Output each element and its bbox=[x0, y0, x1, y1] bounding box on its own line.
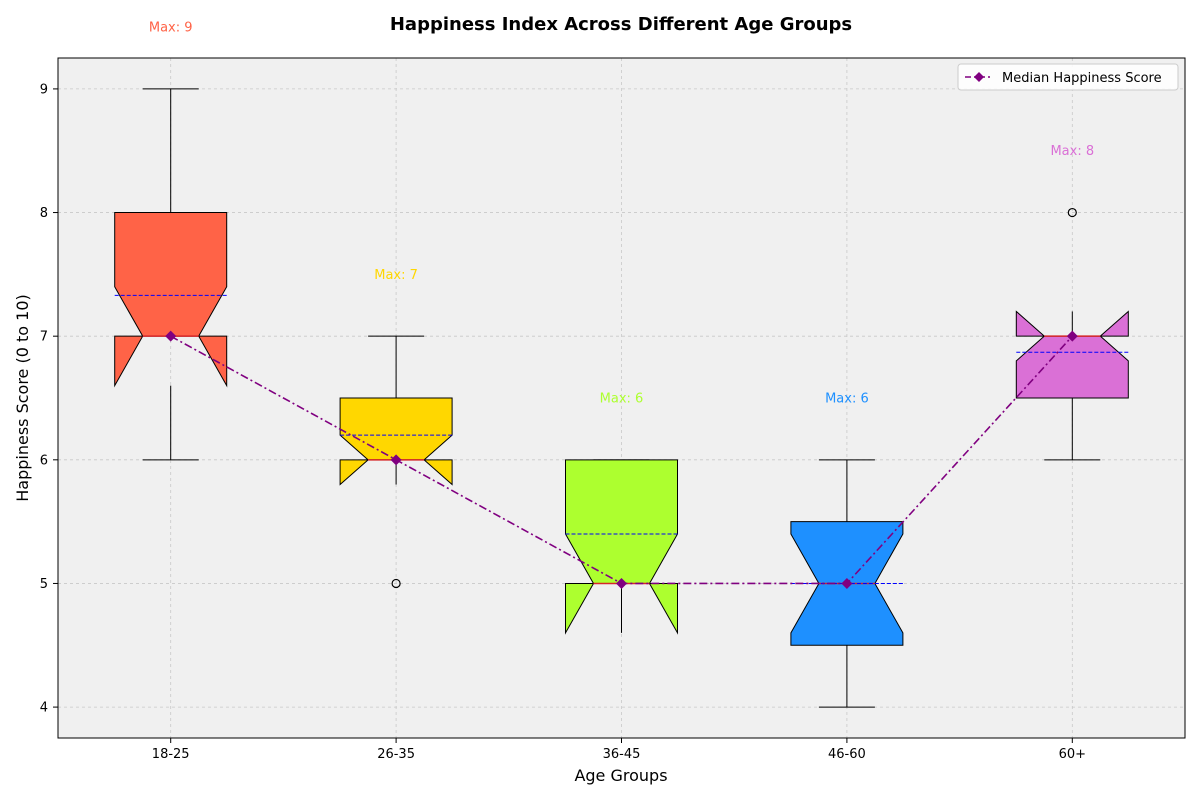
max-label-46-60: Max: 6 bbox=[825, 392, 869, 407]
max-labels: Max: 9 Max: 7 Max: 6 Max: 6 Max: 8 bbox=[149, 21, 1094, 407]
legend: Median Happiness Score bbox=[957, 63, 1179, 91]
x-tick-label: 46-60 bbox=[828, 747, 866, 762]
box-60+ bbox=[1015, 207, 1129, 461]
y-tick-label: 8 bbox=[40, 206, 48, 221]
y-tick-label: 5 bbox=[40, 577, 48, 592]
legend-entry-median: Median Happiness Score bbox=[1002, 71, 1162, 86]
box-36-45 bbox=[565, 459, 678, 635]
median-series-point bbox=[841, 577, 853, 589]
x-tick-label: 18-25 bbox=[152, 747, 190, 762]
max-label-60+: Max: 8 bbox=[1050, 144, 1094, 159]
x-tick-label: 60+ bbox=[1059, 747, 1086, 762]
y-tick-label: 9 bbox=[40, 82, 48, 97]
max-label-18-25: Max: 9 bbox=[149, 21, 193, 36]
median-series-point bbox=[165, 330, 177, 342]
y-axis-ticks: 4 5 6 7 8 9 bbox=[40, 82, 58, 716]
box-18-25 bbox=[114, 88, 228, 461]
x-tick-label: 26-35 bbox=[377, 747, 415, 762]
y-axis-label: Happiness Score (0 to 10) bbox=[13, 294, 32, 502]
median-series-point bbox=[1066, 330, 1078, 342]
outlier-point bbox=[1067, 207, 1077, 218]
boxes bbox=[114, 88, 1129, 708]
chart-title: Happiness Index Across Different Age Gro… bbox=[390, 14, 852, 35]
median-series-point bbox=[390, 454, 402, 466]
median-series-point bbox=[616, 577, 627, 589]
y-tick-label: 6 bbox=[40, 453, 48, 468]
box-body bbox=[339, 397, 453, 486]
x-axis-ticks: 18-25 26-35 36-45 46-60 60+ bbox=[152, 738, 1086, 762]
y-tick-label: 4 bbox=[40, 701, 48, 716]
x-tick-label: 36-45 bbox=[603, 747, 641, 762]
box-body bbox=[114, 212, 228, 388]
outlier-point bbox=[391, 578, 401, 589]
box-body bbox=[565, 459, 678, 635]
legend-box bbox=[957, 63, 1179, 91]
legend-marker-swatch bbox=[974, 72, 984, 82]
x-axis-label: Age Groups bbox=[574, 766, 667, 785]
max-label-36-45: Max: 6 bbox=[600, 392, 644, 407]
median-series bbox=[165, 330, 1078, 589]
y-tick-label: 7 bbox=[40, 330, 48, 345]
box-body bbox=[1015, 310, 1129, 399]
max-label-26-35: Max: 7 bbox=[374, 268, 418, 283]
